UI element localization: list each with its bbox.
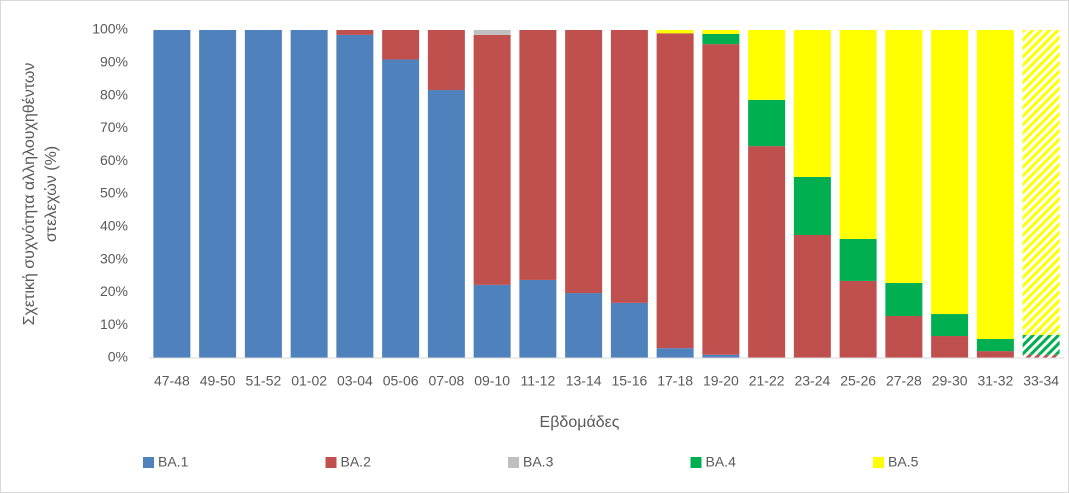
bar-segment bbox=[290, 30, 328, 358]
legend-label: BA.4 bbox=[706, 454, 737, 470]
bar-segment bbox=[976, 30, 1014, 339]
y-tick-label: 80% bbox=[100, 86, 128, 102]
bar-segment bbox=[839, 238, 877, 281]
bar-segment bbox=[427, 90, 465, 359]
bar-segment bbox=[748, 99, 786, 147]
legend-label: BA.2 bbox=[341, 454, 372, 470]
bar-segment bbox=[427, 30, 465, 91]
x-axis-title: Εβδομάδες bbox=[540, 414, 620, 431]
bar-segment bbox=[931, 314, 969, 337]
x-tick-label: 29-30 bbox=[932, 373, 968, 389]
x-tick-label: 27-28 bbox=[886, 373, 922, 389]
legend-label: BA.1 bbox=[158, 454, 189, 470]
bar-segment bbox=[931, 30, 969, 315]
y-axis-title: Σχετική συχνότητα αλληλουχηθέντων bbox=[21, 63, 38, 326]
bar-segment bbox=[793, 30, 831, 177]
bar-segment bbox=[976, 351, 1014, 358]
legend-swatch bbox=[873, 457, 884, 468]
bar-segment bbox=[702, 33, 740, 45]
x-tick-label: 01-02 bbox=[291, 373, 327, 389]
x-tick-label: 33-34 bbox=[1023, 373, 1059, 389]
bar-segment bbox=[702, 354, 740, 358]
bar-segment bbox=[885, 30, 923, 283]
legend-label: BA.3 bbox=[523, 454, 554, 470]
y-tick-label: 100% bbox=[92, 21, 128, 37]
x-tick-label: 51-52 bbox=[245, 373, 281, 389]
bar-segment bbox=[244, 30, 282, 358]
bar-segment bbox=[885, 316, 923, 358]
legend-swatch bbox=[690, 457, 702, 468]
bar-segment bbox=[1022, 335, 1060, 355]
x-tick-label: 19-20 bbox=[703, 373, 739, 389]
bar-segment bbox=[1022, 354, 1060, 358]
y-tick-label: 20% bbox=[100, 283, 128, 299]
bar-segment bbox=[931, 336, 969, 358]
y-tick-label: 30% bbox=[100, 250, 128, 266]
x-tick-label: 17-18 bbox=[657, 373, 693, 389]
x-tick-label: 49-50 bbox=[200, 373, 236, 389]
x-tick-label: 13-14 bbox=[566, 373, 602, 389]
bar-segment bbox=[199, 30, 237, 358]
x-tick-label: 21-22 bbox=[749, 373, 785, 389]
x-tick-label: 15-16 bbox=[611, 373, 647, 389]
bar-segment bbox=[519, 30, 557, 280]
bar-segment bbox=[153, 30, 191, 358]
bar-segment bbox=[519, 279, 557, 358]
x-tick-label: 11-12 bbox=[520, 373, 555, 389]
bar-segment bbox=[976, 338, 1014, 352]
y-tick-label: 0% bbox=[108, 349, 128, 365]
bar-segment bbox=[748, 146, 786, 358]
bar-segment bbox=[702, 44, 740, 355]
bar-segment bbox=[748, 30, 786, 100]
bar-segment bbox=[336, 30, 374, 35]
bar-segment bbox=[839, 30, 877, 239]
y-tick-label: 70% bbox=[100, 119, 128, 135]
x-tick-label: 05-06 bbox=[383, 373, 419, 389]
bar-segment bbox=[565, 30, 603, 294]
y-tick-label: 10% bbox=[100, 316, 128, 332]
bar-segment bbox=[382, 30, 420, 60]
x-tick-label: 07-08 bbox=[428, 373, 464, 389]
y-tick-label: 40% bbox=[100, 218, 128, 234]
x-tick-label: 25-26 bbox=[840, 373, 876, 389]
y-axis-title: στελεχών (%) bbox=[43, 146, 60, 242]
legend-swatch bbox=[143, 457, 154, 468]
bar-segment bbox=[473, 34, 511, 285]
bar-segment bbox=[473, 284, 511, 358]
bar-segment bbox=[656, 348, 694, 358]
y-tick-label: 60% bbox=[100, 152, 128, 168]
bar-segment bbox=[656, 30, 694, 34]
bar-segment bbox=[656, 33, 694, 349]
bar-segment bbox=[610, 30, 648, 303]
x-tick-label: 09-10 bbox=[474, 373, 510, 389]
bar-segment bbox=[793, 176, 831, 235]
legend-label: BA.5 bbox=[888, 454, 919, 470]
x-tick-label: 47-48 bbox=[154, 373, 190, 389]
x-tick-label: 23-24 bbox=[794, 373, 830, 389]
y-tick-label: 50% bbox=[100, 185, 128, 201]
bar-segment bbox=[473, 30, 511, 35]
bar-segment bbox=[839, 280, 877, 358]
bar-segment bbox=[610, 302, 648, 358]
bar-segment bbox=[336, 34, 374, 359]
x-tick-label: 03-04 bbox=[337, 373, 373, 389]
bar-segment bbox=[382, 59, 420, 359]
bar-segment bbox=[565, 293, 603, 358]
bar-segment bbox=[885, 282, 923, 317]
legend-swatch bbox=[508, 457, 519, 468]
bar-segment bbox=[1022, 30, 1060, 336]
bar-segment bbox=[793, 235, 831, 358]
y-tick-label: 90% bbox=[100, 54, 128, 70]
bar-segment bbox=[702, 30, 740, 34]
x-tick-label: 31-32 bbox=[977, 373, 1013, 389]
legend-swatch bbox=[325, 457, 337, 468]
